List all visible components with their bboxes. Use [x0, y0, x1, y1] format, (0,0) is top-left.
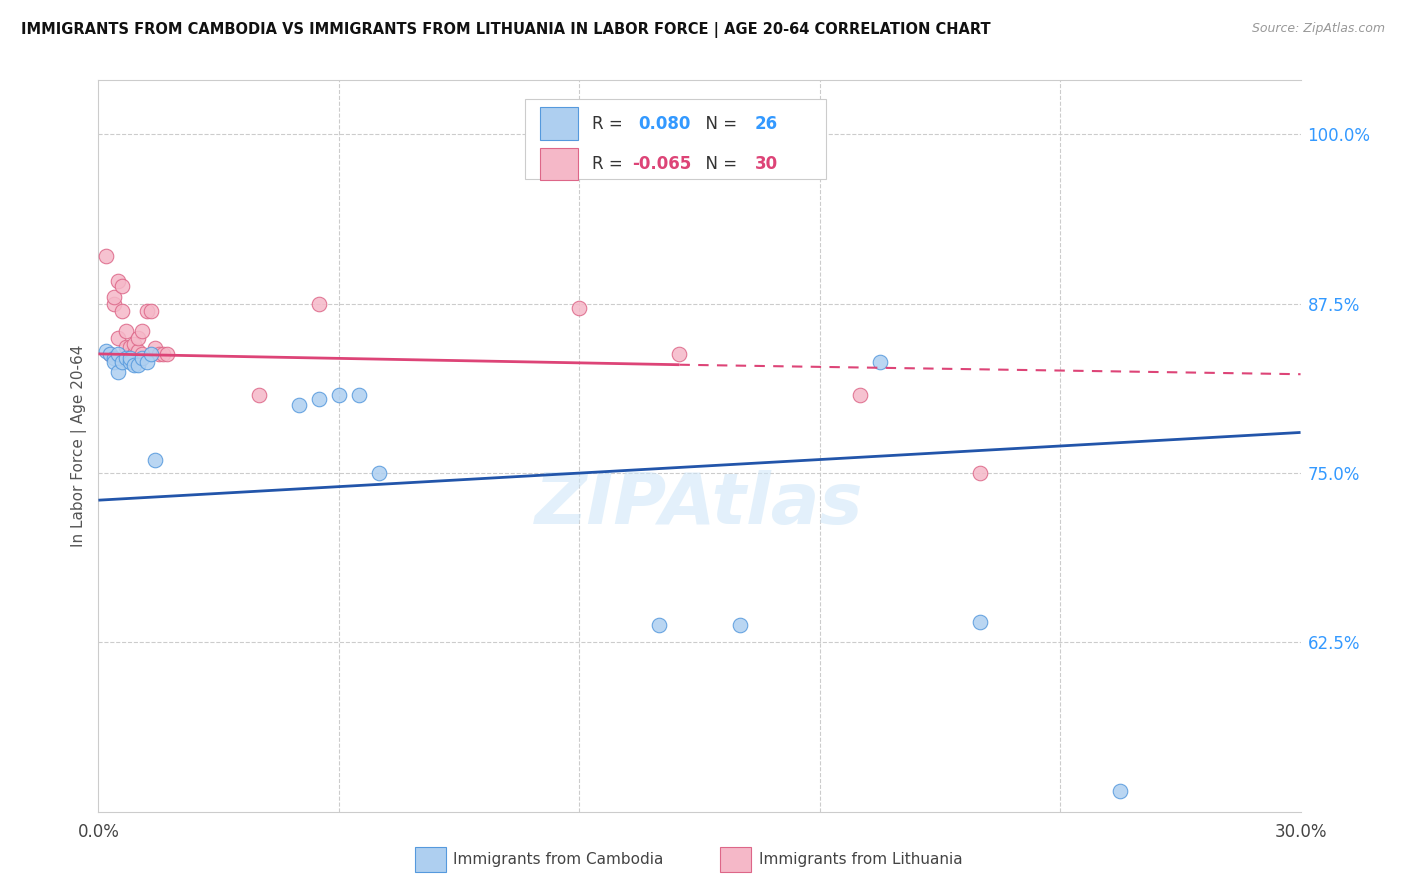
Point [96, 344, 118, 359]
Point [120, 340, 142, 354]
Point [308, 392, 330, 406]
FancyBboxPatch shape [540, 147, 578, 180]
Text: -0.065: -0.065 [633, 155, 692, 173]
Point [103, 297, 125, 311]
Point [96, 249, 118, 263]
Point [849, 387, 872, 401]
Point [648, 617, 671, 632]
Text: N =: N = [695, 155, 742, 173]
Point [107, 331, 129, 345]
Point [328, 387, 350, 401]
Point [288, 398, 311, 412]
Point [969, 466, 991, 480]
FancyBboxPatch shape [540, 107, 578, 140]
Point [308, 297, 330, 311]
Point [131, 351, 153, 365]
Point [148, 347, 170, 361]
Point [143, 452, 166, 467]
Point [139, 303, 162, 318]
Point [139, 347, 162, 361]
Point [107, 274, 129, 288]
Point [128, 358, 150, 372]
Point [128, 331, 150, 345]
Point [152, 347, 174, 361]
Point [115, 340, 138, 354]
Point [368, 466, 391, 480]
Y-axis label: In Labor Force | Age 20-64: In Labor Force | Age 20-64 [72, 345, 87, 547]
Text: 0.080: 0.080 [638, 115, 690, 133]
Point [869, 355, 891, 369]
Point [115, 324, 138, 338]
Text: R =: R = [592, 155, 628, 173]
Point [247, 387, 270, 401]
Point [728, 617, 751, 632]
Point [155, 347, 177, 361]
Point [103, 351, 125, 365]
Point [131, 324, 153, 338]
Text: Immigrants from Cambodia: Immigrants from Cambodia [453, 853, 664, 867]
Point [1109, 784, 1132, 798]
Point [120, 347, 142, 361]
Point [135, 303, 157, 318]
Text: R =: R = [592, 115, 628, 133]
Point [568, 301, 591, 315]
Text: 30: 30 [755, 155, 778, 173]
Point [111, 279, 134, 293]
Point [115, 351, 138, 365]
Point [124, 337, 146, 351]
Point [107, 347, 129, 361]
Point [103, 290, 125, 304]
Point [668, 347, 690, 361]
Point [111, 303, 134, 318]
Point [124, 347, 146, 361]
Point [100, 347, 122, 361]
Point [100, 347, 122, 361]
Point [969, 615, 991, 629]
Text: N =: N = [695, 115, 742, 133]
Point [120, 355, 142, 369]
Point [135, 355, 157, 369]
Point [131, 347, 153, 361]
FancyBboxPatch shape [526, 99, 825, 179]
Point [143, 342, 166, 356]
Point [128, 344, 150, 359]
Point [120, 351, 142, 365]
Point [347, 387, 370, 401]
Text: 26: 26 [755, 115, 778, 133]
Text: ZIPAtlas: ZIPAtlas [536, 470, 863, 539]
Point [103, 355, 125, 369]
Point [111, 355, 134, 369]
Text: Immigrants from Lithuania: Immigrants from Lithuania [759, 853, 963, 867]
Point [107, 364, 129, 378]
Text: IMMIGRANTS FROM CAMBODIA VS IMMIGRANTS FROM LITHUANIA IN LABOR FORCE | AGE 20-64: IMMIGRANTS FROM CAMBODIA VS IMMIGRANTS F… [21, 22, 991, 38]
Text: Source: ZipAtlas.com: Source: ZipAtlas.com [1251, 22, 1385, 36]
Point [124, 358, 146, 372]
